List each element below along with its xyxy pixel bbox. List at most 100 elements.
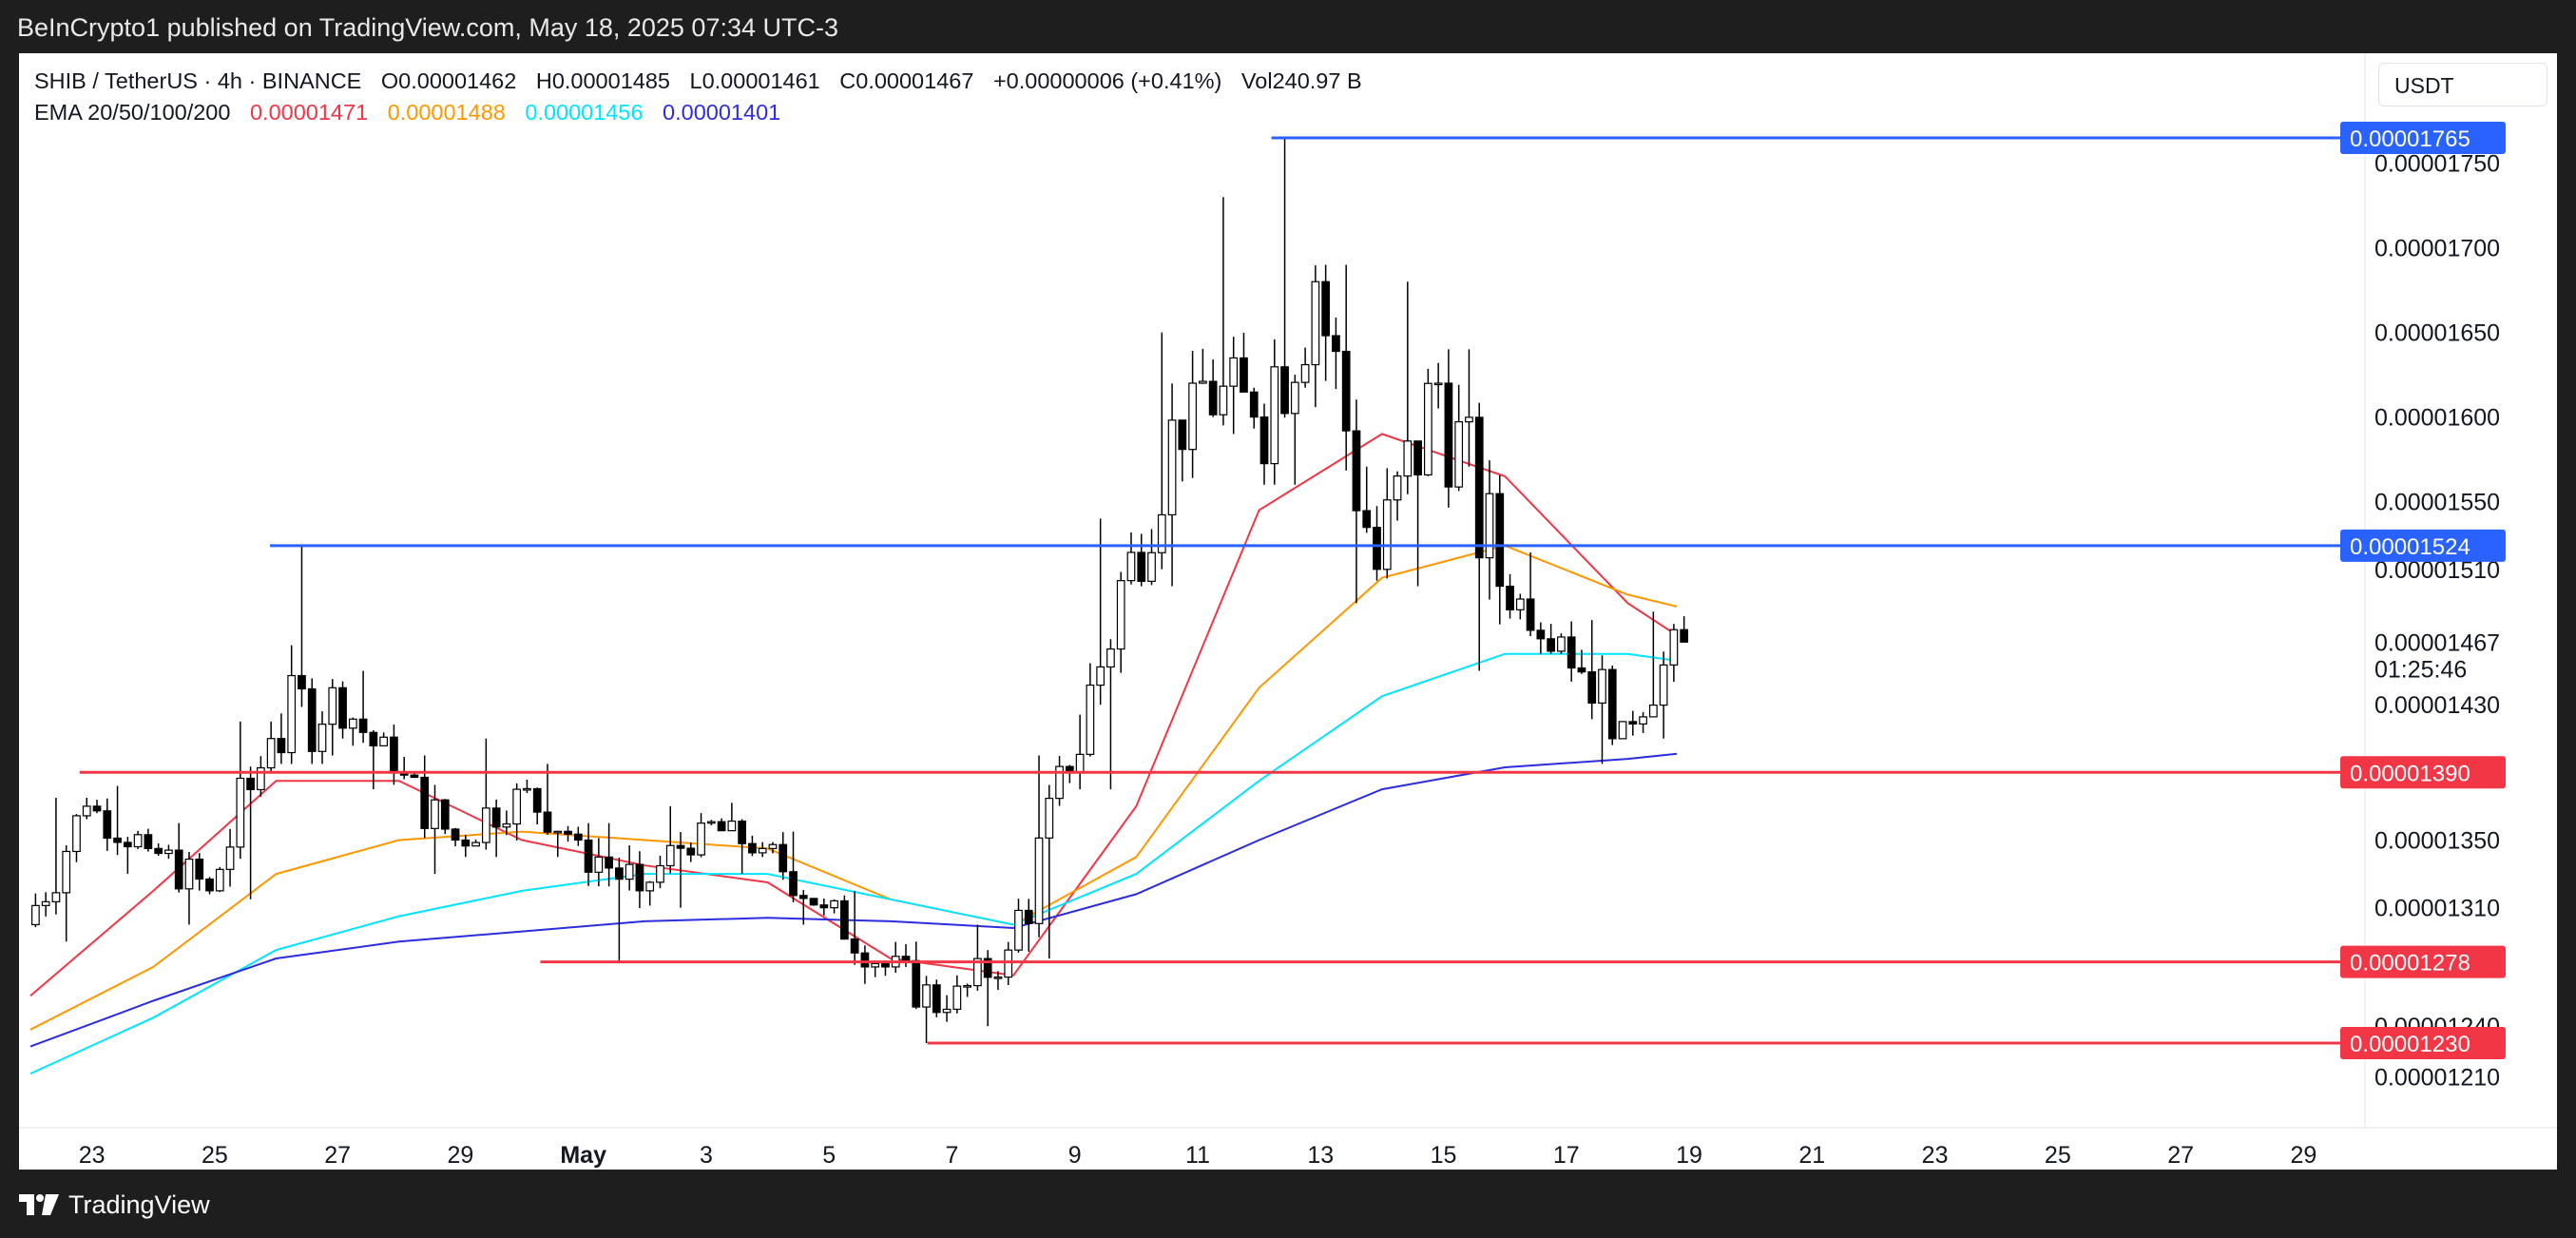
legend-close: C0.00001467	[839, 68, 974, 93]
candle-body	[512, 788, 522, 825]
y-tick-label-10: 0.00001210	[2374, 1065, 2500, 1092]
legend-symbol[interactable]: SHIB / TetherUS · 4h · BINANCE	[34, 68, 362, 93]
candle-body	[1607, 668, 1617, 740]
candle-body	[1096, 666, 1105, 687]
legend-ema: EMA 20/50/100/200 0.00001471 0.00001488 …	[34, 100, 794, 126]
bottom-bar	[0, 1170, 2576, 1238]
candle-body	[1547, 638, 1556, 652]
currency-button[interactable]: USDT	[2378, 63, 2547, 106]
candle-body	[317, 724, 327, 752]
candle-body	[348, 718, 357, 729]
candle-body	[420, 776, 430, 829]
x-tick-label-18: 29	[2290, 1142, 2316, 1169]
candle-body	[1362, 510, 1372, 529]
candle-body	[195, 858, 204, 880]
candle-body	[758, 847, 767, 854]
candle-body	[72, 815, 81, 853]
candle-body	[1567, 636, 1576, 669]
candle-body	[461, 839, 471, 847]
level-tag-0	[2340, 121, 2506, 154]
candle-body	[1311, 280, 1320, 366]
price-chart[interactable]: 0.00001750 0.00001700 0.00001650 0.00001600…	[19, 53, 2557, 1170]
x-tick-label-7: 7	[946, 1142, 959, 1169]
candle-body	[645, 881, 655, 892]
candle-body	[665, 844, 675, 867]
candle-body	[1373, 527, 1381, 571]
x-tick-label-14: 21	[1798, 1142, 1825, 1169]
candle-body	[748, 842, 757, 854]
y-tick-label-3: 0.00001600	[2374, 405, 2500, 432]
candle-body	[942, 1008, 952, 1014]
legend-ohlc: SHIB / TetherUS · 4h · BINANCE O0.000014…	[34, 68, 1375, 94]
chart-panel[interactable]: 0.00001750 0.00001700 0.00001650 0.00001600…	[19, 53, 2557, 1170]
candle-body	[1014, 909, 1023, 951]
tradingview-logo[interactable]: TradingView	[19, 1190, 210, 1219]
level-tag-label-2: 0.00001390	[2350, 761, 2470, 786]
y-tick-label-4: 0.00001550	[2374, 490, 2500, 516]
candle-body	[1485, 493, 1494, 559]
level-tag-label-4: 0.00001230	[2350, 1032, 2470, 1057]
legend-high: H0.00001485	[535, 68, 670, 93]
candle-body	[798, 895, 808, 899]
candle-body	[390, 736, 398, 773]
candle-body	[133, 834, 143, 848]
x-tick-label-6: 5	[822, 1142, 836, 1169]
candle-body	[369, 731, 378, 746]
candle-body	[113, 837, 122, 843]
candle-body	[123, 841, 132, 848]
level-tag-4	[2340, 1027, 2506, 1060]
tradingview-logo-text: TradingView	[68, 1190, 210, 1219]
candle-body	[174, 849, 183, 890]
x-tick-label-9: 11	[1185, 1142, 1210, 1169]
candle-body	[1526, 598, 1535, 631]
candle-body	[431, 799, 439, 829]
candle-body	[584, 839, 593, 873]
candle-body	[1300, 363, 1310, 383]
candle-body	[1240, 357, 1248, 393]
top-bar: BeInCrypto1 published on TradingView.com…	[0, 0, 2576, 53]
candle-body	[1178, 419, 1187, 451]
candle-body	[62, 850, 71, 894]
candle-body	[1116, 580, 1125, 650]
candle-body	[144, 834, 153, 849]
candle-body	[338, 687, 347, 729]
candle-body	[1147, 551, 1156, 582]
candle-body	[51, 892, 61, 902]
candle-body	[1577, 667, 1586, 673]
candle-body	[1557, 636, 1566, 652]
candle-body	[932, 984, 941, 1014]
candle-body	[410, 774, 419, 779]
y-tick-label-0: 0.00001750	[2374, 151, 2500, 178]
candle-body	[1403, 440, 1413, 477]
candle-body	[850, 938, 859, 954]
legend-ema20: 0.00001471	[249, 100, 369, 125]
candle-body	[779, 843, 788, 873]
candle-body	[1075, 753, 1085, 773]
x-tick-label-17: 27	[2167, 1142, 2194, 1169]
candle-body	[1137, 551, 1146, 582]
countdown-label: 01:25:46	[2374, 656, 2467, 683]
candle-body	[184, 858, 194, 890]
candle-body	[256, 766, 265, 791]
candle-body	[1004, 949, 1013, 978]
candle-body	[727, 820, 737, 832]
candle-body	[573, 833, 583, 841]
legend-volume: Vol240.97 B	[1240, 68, 1362, 93]
candle-body	[625, 863, 634, 880]
candle-body	[1167, 419, 1177, 516]
candle-body	[1495, 493, 1505, 588]
candle-body	[686, 847, 696, 856]
candle-body	[491, 807, 501, 828]
candle-body	[789, 871, 798, 897]
candle-body	[225, 846, 235, 870]
candle-body	[605, 856, 613, 869]
candle-body	[1680, 629, 1689, 643]
candle-body	[983, 958, 992, 978]
candle-body	[1423, 382, 1432, 476]
candle-body	[922, 984, 931, 1008]
legend-open: O0.00001462	[380, 68, 517, 93]
x-tick-label-1: 25	[202, 1142, 228, 1169]
candle-body	[1341, 350, 1351, 432]
candle-body	[1270, 366, 1279, 465]
legend-ema-label[interactable]: EMA 20/50/100/200	[34, 100, 231, 125]
